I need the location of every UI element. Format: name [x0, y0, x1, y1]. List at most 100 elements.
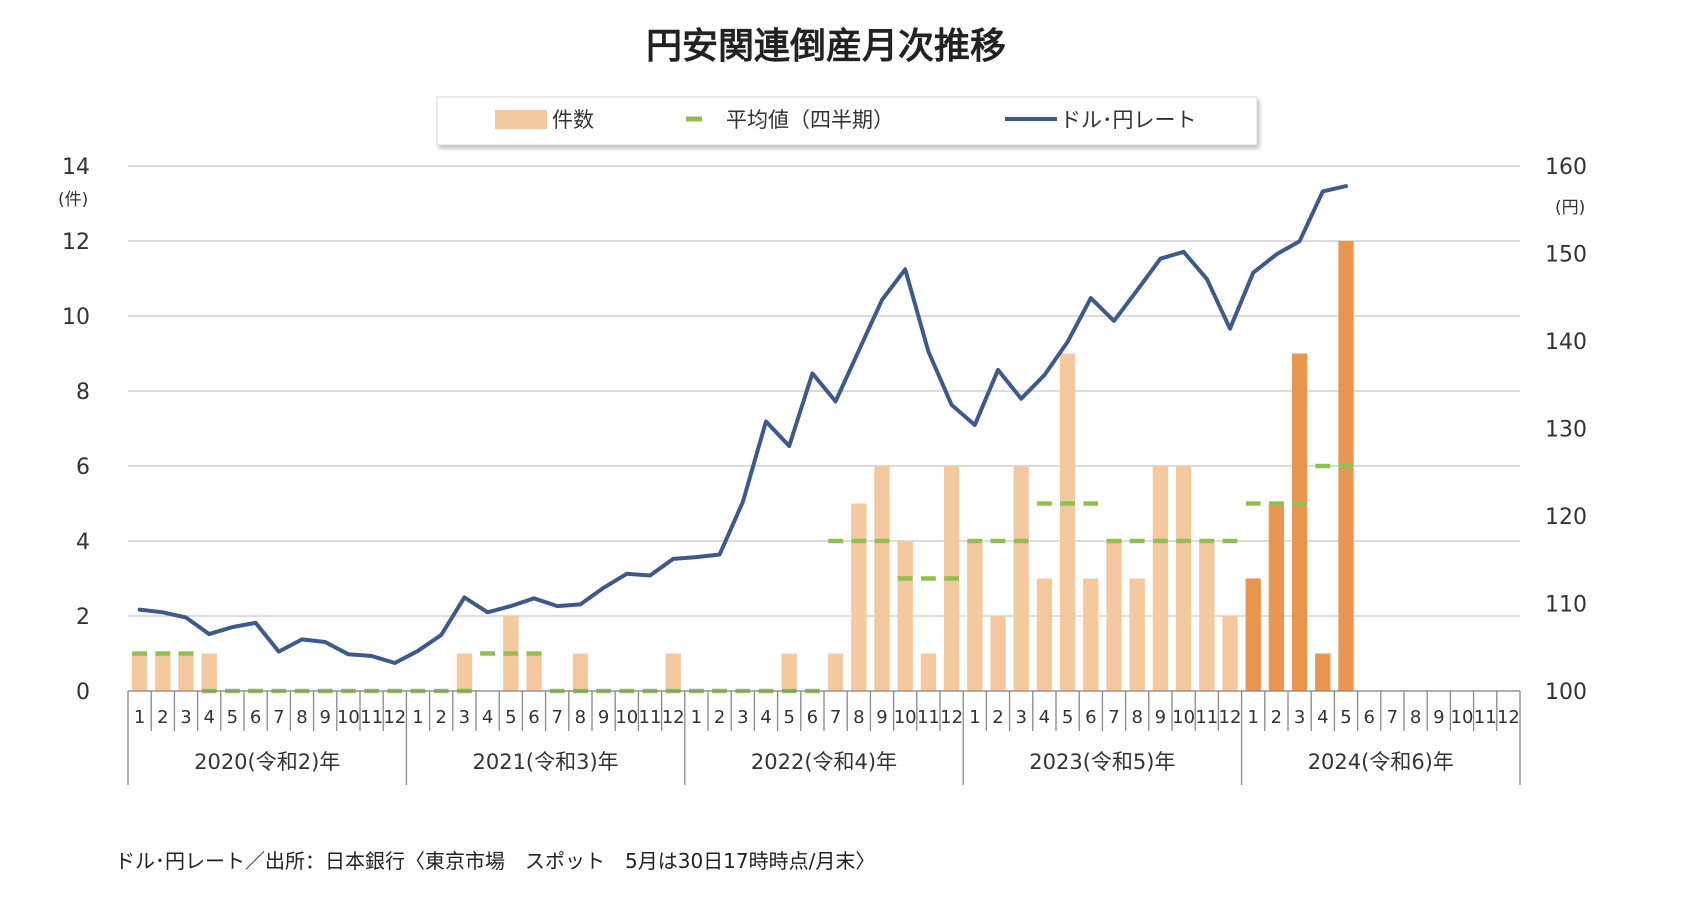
count-bar [1059, 353, 1076, 691]
month-label: 7 [273, 707, 284, 728]
month-label: 10 [1172, 707, 1195, 728]
legend-label-count: 件数 [552, 108, 594, 132]
month-label: 4 [482, 707, 493, 728]
legend-label-rate: ドル･円レート [1060, 108, 1197, 132]
month-label: 6 [807, 707, 818, 728]
month-label: 9 [876, 707, 887, 728]
month-label: 2 [992, 707, 1003, 728]
month-label: 10 [337, 707, 360, 728]
count-bar [1036, 578, 1053, 691]
month-label: 4 [760, 707, 771, 728]
count-bar [178, 653, 194, 691]
right-tick-label: 150 [1545, 243, 1587, 268]
legend-box [436, 96, 1258, 146]
month-label: 3 [180, 707, 191, 728]
month-label: 5 [227, 707, 238, 728]
left-tick-label: 14 [62, 155, 90, 180]
count-bar [990, 616, 1006, 691]
month-label: 8 [296, 707, 307, 728]
count-bar [665, 653, 681, 691]
count-bar [874, 466, 890, 691]
month-label: 7 [551, 707, 562, 728]
count-bar [897, 541, 913, 691]
count-bar [1245, 578, 1261, 691]
count-bar [155, 653, 171, 691]
count-bar [1013, 466, 1029, 691]
count-bar [1106, 541, 1122, 691]
count-bar [920, 653, 937, 691]
month-label: 4 [203, 707, 214, 728]
count-bar [967, 541, 983, 691]
month-label: 2 [157, 707, 168, 728]
month-label: 11 [917, 707, 940, 728]
month-label: 7 [1387, 707, 1398, 728]
left-tick-label: 4 [76, 530, 90, 555]
left-tick-label: 6 [76, 455, 90, 480]
count-bar [1083, 578, 1099, 691]
month-label: 8 [853, 707, 864, 728]
month-label: 8 [1410, 707, 1421, 728]
month-label: 4 [1039, 707, 1050, 728]
month-label: 5 [783, 707, 794, 728]
left-tick-label: 2 [76, 605, 90, 630]
month-label: 12 [1219, 707, 1242, 728]
month-label: 9 [598, 707, 609, 728]
month-label: 12 [662, 707, 685, 728]
month-label: 9 [1433, 707, 1444, 728]
count-bar [1315, 653, 1331, 691]
count-bar [526, 653, 542, 691]
month-label: 8 [1131, 707, 1142, 728]
month-label: 11 [639, 707, 662, 728]
month-label: 6 [250, 707, 261, 728]
month-label: 8 [575, 707, 586, 728]
count-bar [201, 653, 217, 691]
month-label: 6 [1085, 707, 1096, 728]
month-label: 5 [505, 707, 516, 728]
left-tick-label: 12 [62, 230, 90, 255]
right-tick-label: 100 [1545, 680, 1587, 705]
month-label: 10 [615, 707, 638, 728]
right-axis-unit: (円) [1555, 198, 1585, 218]
gridlines [128, 165, 1520, 692]
count-bar [1291, 353, 1308, 691]
month-label: 5 [1062, 707, 1073, 728]
right-axis-ticks: 100 110 120 130 140 150 160 [1545, 155, 1587, 705]
month-label: 1 [691, 707, 702, 728]
month-label: 5 [1340, 707, 1351, 728]
count-bar [1152, 466, 1169, 691]
month-label: 3 [459, 707, 470, 728]
month-label: 3 [1294, 707, 1305, 728]
year-label: 2023(令和5)年 [1029, 750, 1175, 774]
count-bar [827, 653, 844, 691]
count-bar [1222, 616, 1238, 691]
month-label: 3 [1015, 707, 1026, 728]
month-label: 1 [412, 707, 423, 728]
year-label: 2021(令和3)年 [472, 750, 618, 774]
month-label: 12 [1497, 707, 1520, 728]
month-label: 2 [1271, 707, 1282, 728]
legend: 件数 平均値（四半期） ドル･円レート [436, 96, 1258, 146]
legend-label-average: 平均値（四半期） [726, 108, 894, 132]
month-label: 7 [830, 707, 841, 728]
left-tick-label: 0 [76, 680, 90, 705]
month-label: 12 [940, 707, 963, 728]
rate-line [137, 184, 1348, 665]
month-label: 2 [714, 707, 725, 728]
month-label: 9 [1155, 707, 1166, 728]
month-label: 1 [134, 707, 145, 728]
month-label: 10 [1451, 707, 1474, 728]
count-bar [572, 653, 589, 691]
right-tick-label: 130 [1545, 418, 1587, 443]
chart-title: 円安関連倒産月次推移 [646, 26, 1006, 67]
month-label: 6 [1363, 707, 1374, 728]
month-label: 10 [894, 707, 917, 728]
month-label: 3 [737, 707, 748, 728]
month-label: 4 [1317, 707, 1328, 728]
year-label: 2024(令和6)年 [1308, 750, 1454, 774]
left-tick-label: 10 [62, 305, 90, 330]
left-axis-unit: (件) [58, 190, 88, 210]
count-bar [131, 653, 148, 691]
rate-series [137, 184, 1348, 665]
right-tick-label: 140 [1545, 330, 1587, 355]
count-bar [1268, 503, 1285, 691]
